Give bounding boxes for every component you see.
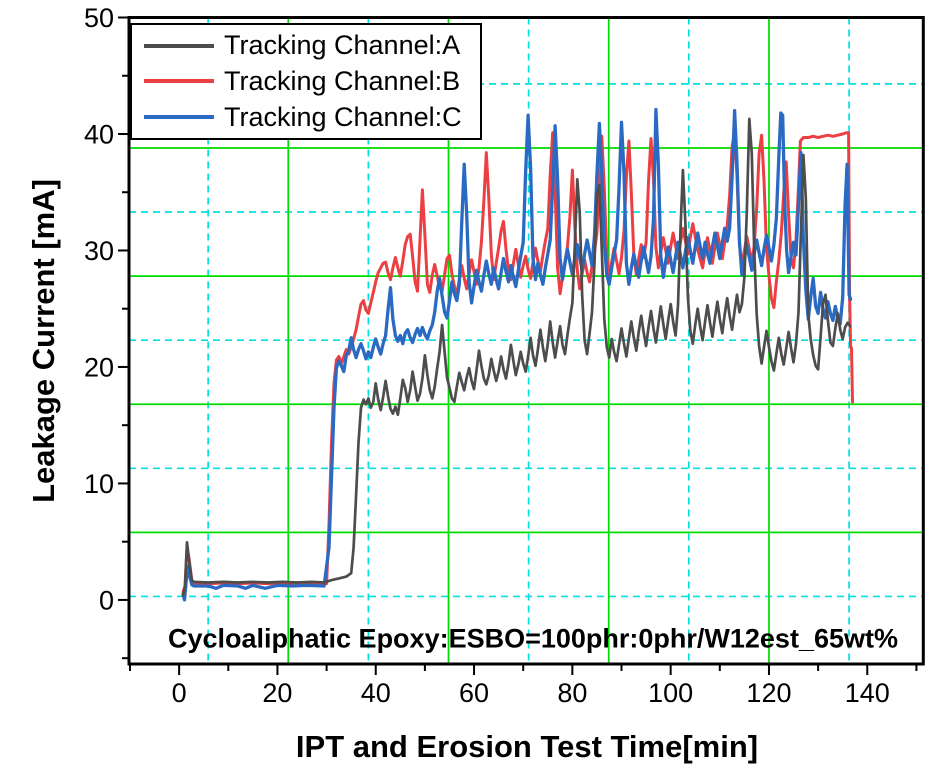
- legend-line-swatch-b: [144, 79, 214, 84]
- legend: Tracking Channel:A Tracking Channel:B Tr…: [130, 23, 482, 140]
- legend-label-channel-c: Tracking Channel:C: [224, 101, 462, 132]
- x-axis-title: IPT and Erosion Test Time[min]: [295, 729, 759, 764]
- legend-line-swatch-a: [144, 43, 214, 48]
- x-tick-label: 80: [557, 678, 587, 708]
- plot-annotation: Cycloaliphatic Epoxy:ESBO=100phr:0phr/W1…: [168, 623, 898, 654]
- x-tick-label: 20: [262, 678, 292, 708]
- legend-label-channel-b: Tracking Channel:B: [224, 65, 461, 96]
- x-tick-label: 40: [361, 678, 391, 708]
- series-line-channel-c: [181, 107, 853, 602]
- legend-label-channel-a: Tracking Channel:A: [224, 30, 461, 61]
- y-tick-label: 40: [84, 119, 114, 149]
- legend-item-channel-a: Tracking Channel:A: [132, 29, 480, 63]
- y-tick-label: 30: [84, 236, 114, 266]
- series-line-channel-a: [181, 117, 852, 597]
- legend-line-swatch-c: [144, 115, 214, 120]
- y-axis-title: Leakage Current [mA]: [26, 179, 61, 503]
- y-tick-label: 20: [84, 352, 114, 382]
- y-tick-label: 50: [84, 3, 114, 33]
- x-tick-label: 0: [172, 678, 187, 708]
- x-tick-label: 140: [845, 678, 890, 708]
- x-tick-label: 120: [746, 678, 791, 708]
- legend-item-channel-c: Tracking Channel:C: [132, 100, 480, 134]
- legend-item-channel-b: Tracking Channel:B: [132, 64, 480, 98]
- plot-border: [127, 16, 925, 666]
- y-tick-label: 0: [99, 585, 114, 615]
- x-tick-label: 60: [459, 678, 489, 708]
- x-tick-label: 100: [648, 678, 693, 708]
- y-tick-label: 10: [84, 469, 114, 499]
